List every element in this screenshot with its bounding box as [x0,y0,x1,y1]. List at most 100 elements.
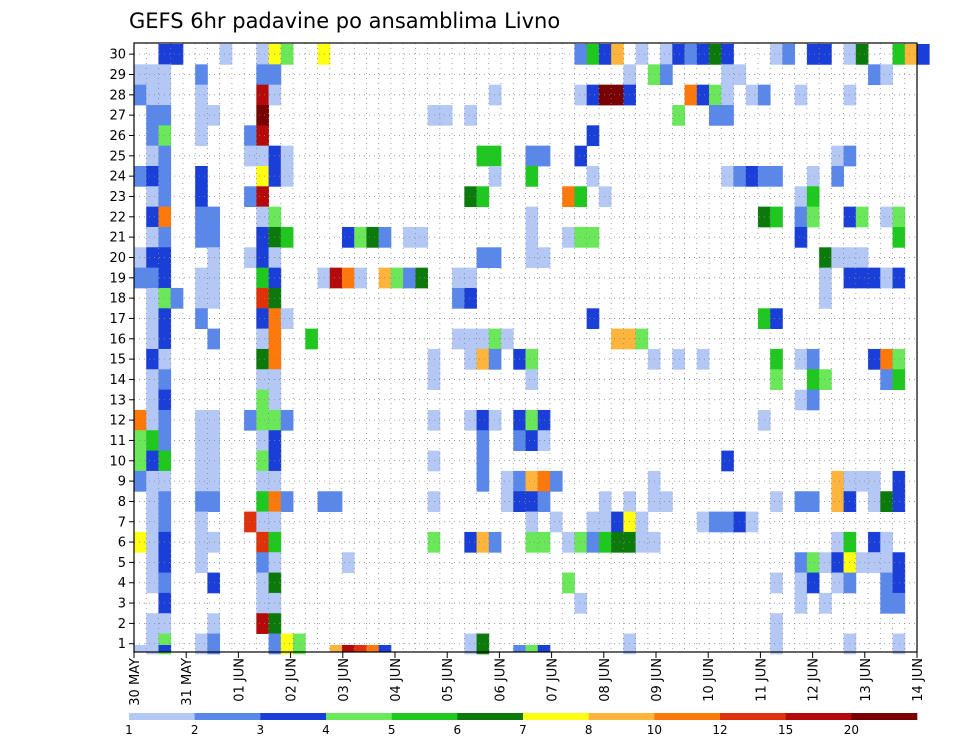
heatmap-cell [586,308,600,330]
heatmap-cell [574,226,588,248]
heatmap-cell [146,552,159,573]
heatmap-cell [635,531,649,553]
heatmap-cell [195,409,208,431]
heatmap-cell [207,633,221,655]
y-tick-label: 14 [109,373,126,388]
heatmap-cell [195,531,208,553]
heatmap-cell [513,645,526,652]
heatmap-cell [170,287,184,309]
heatmap-cell [806,389,820,411]
heatmap-cell [134,430,147,451]
heatmap-cell [880,552,893,573]
heatmap-cell [574,592,588,614]
heatmap-cell [464,633,477,655]
heatmap-cell [721,450,734,472]
heatmap-cell [892,206,906,228]
heatmap-cell [134,267,147,289]
heatmap-cell [855,470,869,492]
heatmap-cell [195,165,208,187]
heatmap-cell [256,328,269,350]
y-tick-label: 29 [109,68,126,83]
heatmap-cell [819,287,832,309]
y-tick-label: 2 [118,617,126,632]
plot-frame [133,42,918,653]
heatmap-cell [721,84,734,106]
heatmap-cell [831,165,844,187]
heatmap-cell [439,104,453,126]
heatmap-cell [207,613,221,634]
legend-swatch [720,713,786,720]
heatmap-cell [158,645,172,652]
heatmap-cell [476,450,490,472]
heatmap-cell [256,511,269,533]
heatmap-cell [146,328,159,350]
heatmap-cell [794,206,808,228]
heatmap-cell [709,104,722,126]
heatmap-cell [305,328,318,350]
heatmap-cell [195,552,208,573]
x-tick-label: 12 JUN [807,658,822,702]
heatmap-cell [207,430,221,451]
legend-swatch [129,713,195,720]
y-tick-label: 8 [118,495,126,510]
heatmap-cell [256,267,269,289]
heatmap-cell [280,44,294,65]
heatmap-cell [476,328,490,350]
heatmap-cell [770,613,783,634]
legend-label: 7 [519,723,527,737]
y-tick-label: 17 [109,312,126,327]
heatmap-cell [562,186,575,208]
heatmap-cell [672,348,685,370]
y-tick-label: 12 [109,414,126,429]
legend-swatch [194,713,261,720]
heatmap-cell [354,226,367,248]
heatmap-cell [721,165,734,187]
heatmap-cell [464,287,477,309]
heatmap-cell [134,531,147,553]
heatmap-cell [207,328,221,350]
heatmap-cell [256,470,269,492]
heatmap-cell [134,409,147,431]
heatmap-cell [574,531,588,553]
heatmap-cell [476,145,490,167]
heatmap-cell [427,104,441,126]
heatmap-cell [256,165,269,187]
heatmap-cell [244,125,257,147]
heatmap-cell [525,470,539,492]
y-tick-label: 13 [109,393,126,408]
heatmap-cell [831,491,844,512]
heatmap-cell [195,430,208,451]
heatmap-cell [831,145,844,167]
heatmap-cell [146,206,159,228]
heatmap-cell [525,491,539,512]
heatmap-cell [794,552,808,573]
heatmap-cell [146,64,159,86]
heatmap-cell [146,633,159,655]
heatmap-cell [464,328,477,350]
heatmap-cell [806,572,820,594]
y-tick-label: 3 [118,597,126,612]
heatmap-cell [476,409,490,431]
heatmap-cell [696,84,710,106]
heatmap-cell [329,645,343,652]
heatmap-cell [427,369,441,391]
heatmap-cell [880,64,893,86]
heatmap-cell [892,572,906,594]
heatmap-cell [806,369,820,391]
y-tick-label: 15 [109,353,126,368]
heatmap-cell [819,247,832,269]
legend-label: 1 [125,723,133,737]
x-tick-label: 14 JUN [911,658,926,702]
heatmap-cell [256,64,269,86]
heatmap-cell [880,206,893,228]
y-tick-label: 23 [109,190,126,205]
heatmap-cell [366,645,380,652]
heatmap-cell [831,572,844,594]
heatmap-cell [770,491,783,512]
heatmap-cell [146,369,159,391]
heatmap-cell [831,531,844,553]
x-tick-label: 30 MAY [128,658,143,706]
heatmap-cell [280,409,294,431]
heatmap-cell [525,165,539,187]
y-tick-label: 22 [109,210,126,225]
